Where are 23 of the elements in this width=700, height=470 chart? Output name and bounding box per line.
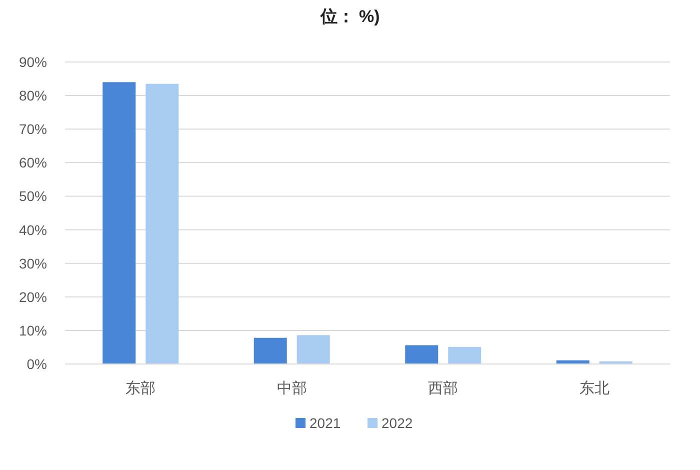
y-tick-label: 0% — [26, 356, 47, 372]
y-tick-label: 60% — [18, 154, 47, 171]
y-tick-label: 90% — [18, 54, 47, 70]
y-tick-label: 20% — [18, 288, 47, 305]
legend-label: 2022 — [382, 415, 413, 431]
legend-label: 2021 — [310, 415, 341, 431]
bar — [448, 346, 482, 364]
y-tick-label: 80% — [18, 88, 47, 104]
bar — [254, 338, 287, 364]
y-tick-label: 10% — [18, 322, 47, 338]
bar — [405, 345, 438, 364]
y-tick-label: 40% — [18, 222, 47, 238]
y-tick-label: 50% — [18, 188, 47, 204]
bar — [296, 335, 330, 364]
bar — [146, 84, 179, 364]
x-tick-label: 东部 — [126, 380, 156, 397]
x-tick-label: 中部 — [276, 380, 307, 397]
bar — [102, 82, 136, 364]
y-tick-label: 70% — [18, 121, 47, 138]
x-tick-label: 东北 — [579, 380, 610, 397]
x-tick-label: 西部 — [428, 380, 458, 397]
y-tick-label: 30% — [18, 255, 47, 272]
chart-title: 位： %) — [319, 7, 380, 26]
